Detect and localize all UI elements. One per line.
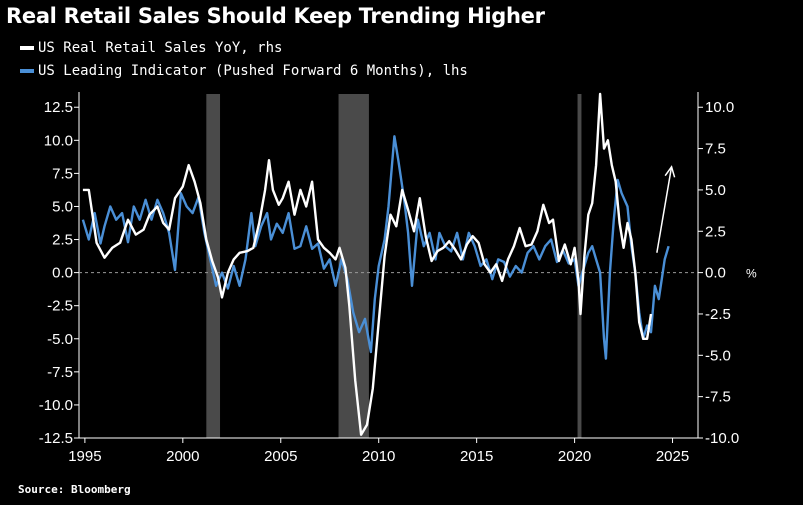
right-tick-label: 7.5 [705,141,726,158]
left-tick-label: -12.5 [39,430,73,447]
left-tick-label: -10.0 [39,397,73,414]
left-tick-label: 12.5 [44,99,73,116]
x-tick-label: 2025 [656,448,689,465]
x-tick-label: 2010 [362,448,395,465]
series-lines [81,92,670,436]
left-tick-label: 10.0 [44,132,73,149]
series-line-retail-sales [82,92,653,436]
left-tick-label: -5.0 [47,331,73,348]
recession-band [577,94,582,438]
annotation [656,165,676,253]
source-note: Source: Bloomberg [18,483,131,496]
left-tick-label: -2.5 [47,298,73,315]
x-tick-label: 1995 [68,448,101,465]
trend-arrow-head [664,165,676,178]
right-tick-label: 10.0 [705,99,734,116]
right-tick-label: -2.5 [705,306,731,323]
legend-swatch-white [20,46,34,50]
left-tick-label: -7.5 [47,364,73,381]
chart-title: Real Retail Sales Should Keep Trending H… [6,4,545,28]
right-axis-unit: % [746,267,757,281]
x-tick-label: 2020 [558,448,591,465]
right-tick-label: 2.5 [705,223,726,240]
legend-label: US Leading Indicator (Pushed Forward 6 M… [38,63,468,79]
axes: 12.5 10.0 7.5 5.0 2.5 0.0 -2.5 -5.0 -7.5 -10.0 -12… [39,92,757,465]
x-tick-label: 2000 [166,448,199,465]
legend-item-retail-sales: US Real Retail Sales YoY, rhs [20,40,282,56]
x-tick-label: 2015 [460,448,493,465]
series-line-leading-indicator [81,135,670,360]
right-tick-label: 5.0 [705,182,726,199]
x-tick-label: 2005 [264,448,297,465]
right-tick-label: -10.0 [705,430,739,447]
right-tick-label: -5.0 [705,347,731,364]
legend-label: US Real Retail Sales YoY, rhs [38,40,283,56]
left-tick-label: 2.5 [52,232,73,249]
legend-swatch-blue [20,69,34,73]
trend-arrow-line [656,166,673,253]
right-tick-label: 0.0 [705,265,726,282]
left-tick-label: 0.0 [52,265,73,282]
left-tick-label: 5.0 [52,198,73,215]
left-tick-label: 7.5 [52,165,73,182]
legend-item-leading-indicator: US Leading Indicator (Pushed Forward 6 M… [20,63,468,79]
right-tick-label: -7.5 [705,389,731,406]
